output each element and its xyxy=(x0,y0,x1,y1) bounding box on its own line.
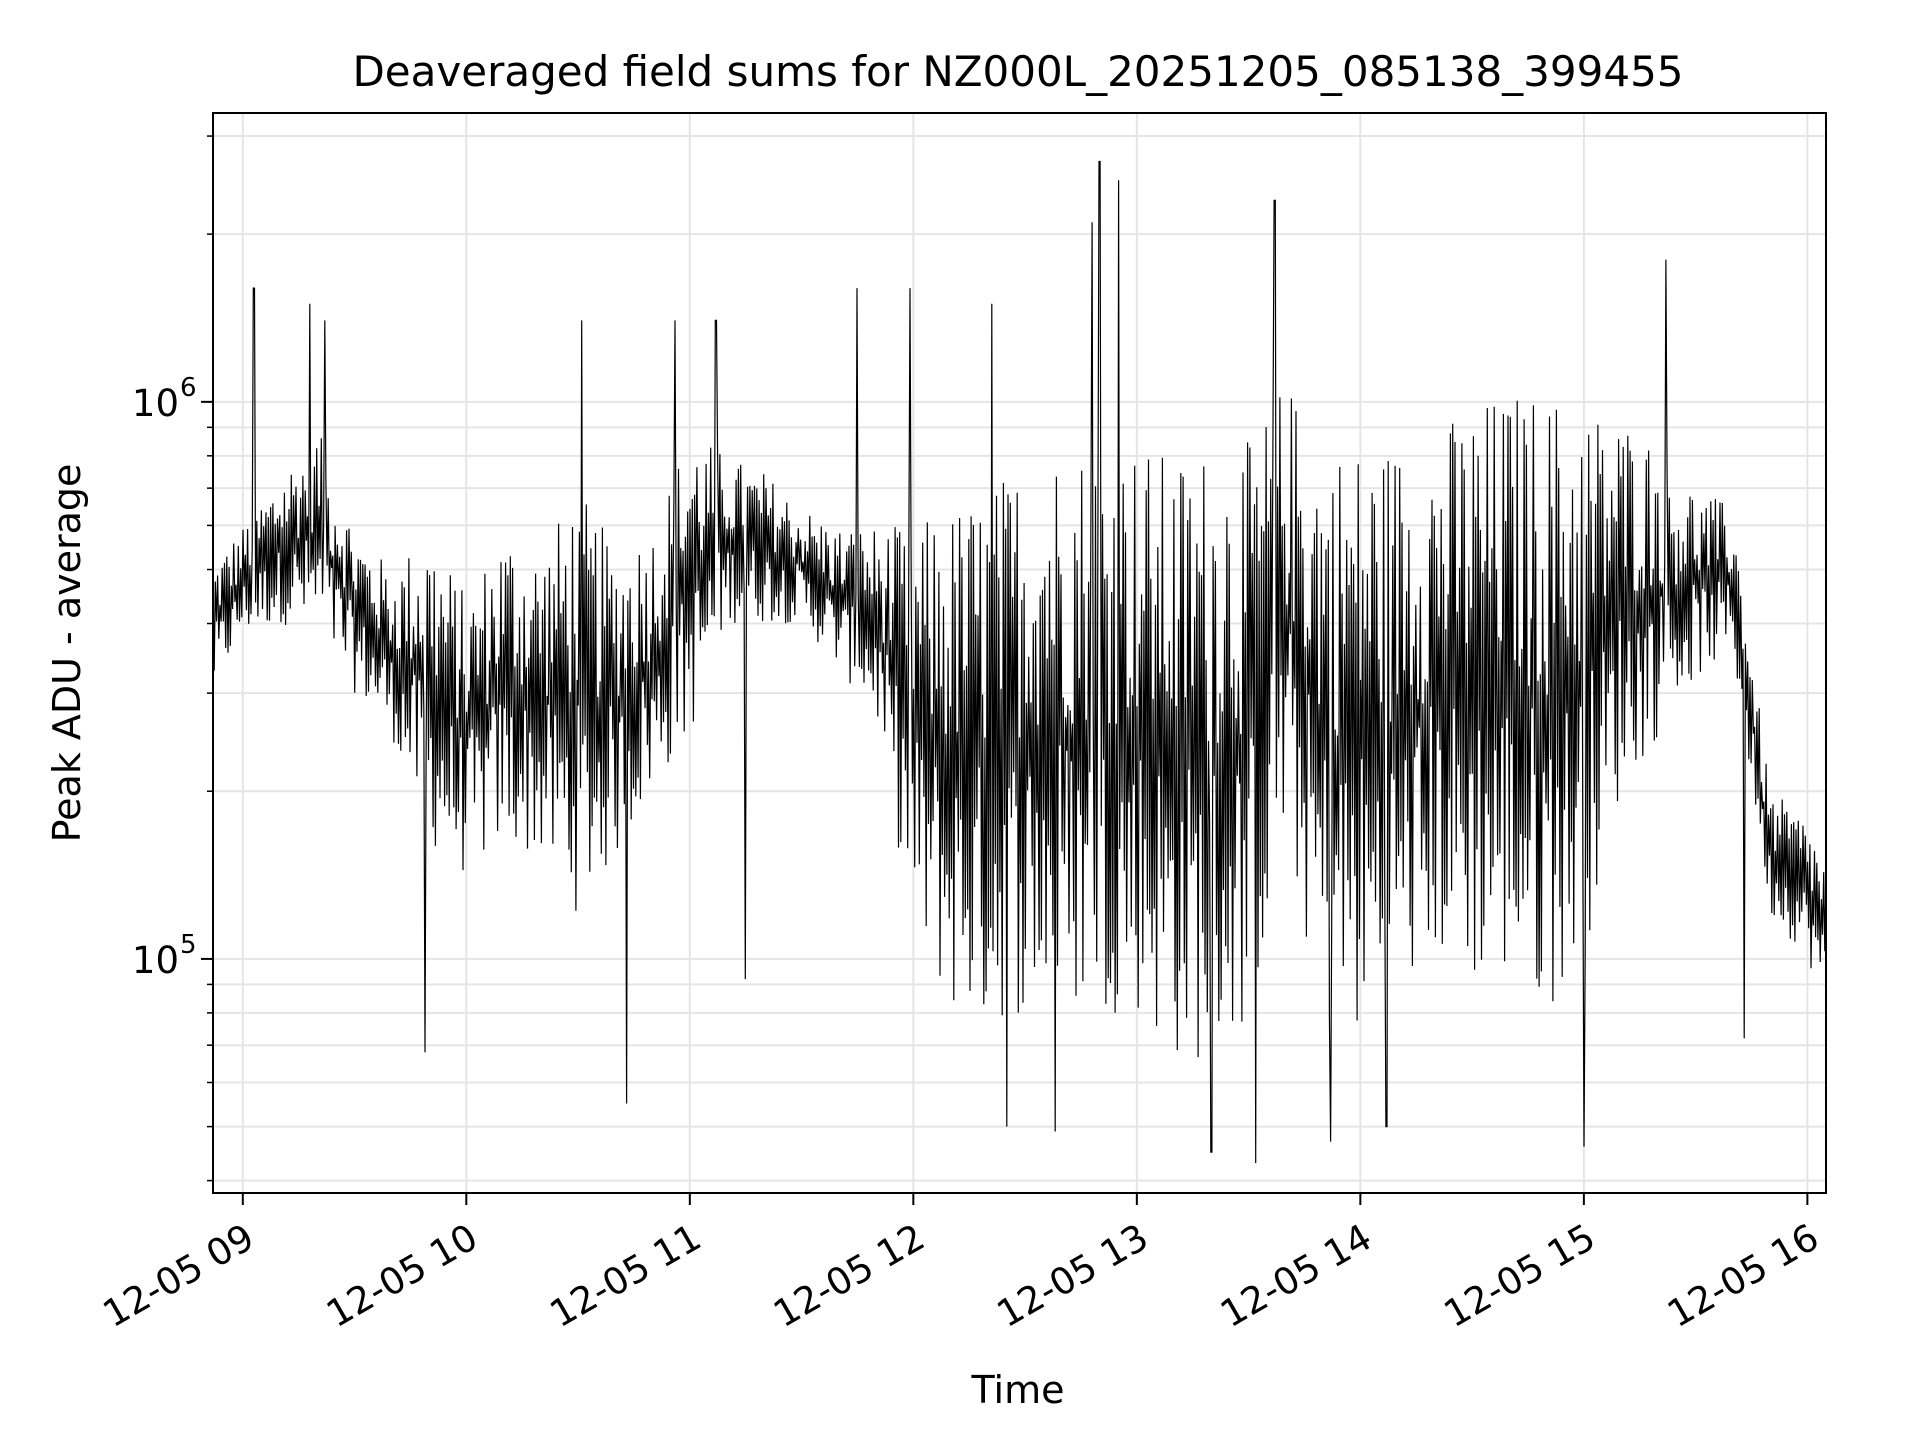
y-tick-exponent: 5 xyxy=(180,930,197,960)
series-line xyxy=(212,160,1827,1164)
plot-frame xyxy=(212,112,1827,1194)
y-tick-label: 10 xyxy=(132,939,179,982)
x-axis-label: Time xyxy=(971,1368,1065,1412)
series-layer xyxy=(212,160,1827,1164)
chart-title: Deaveraged field sums for NZ000L_2025120… xyxy=(352,47,1683,96)
y-tick-exponent: 6 xyxy=(180,373,197,403)
y-tick-label: 10 xyxy=(132,382,179,425)
y-axis-label: Peak ADU - average xyxy=(45,464,89,843)
